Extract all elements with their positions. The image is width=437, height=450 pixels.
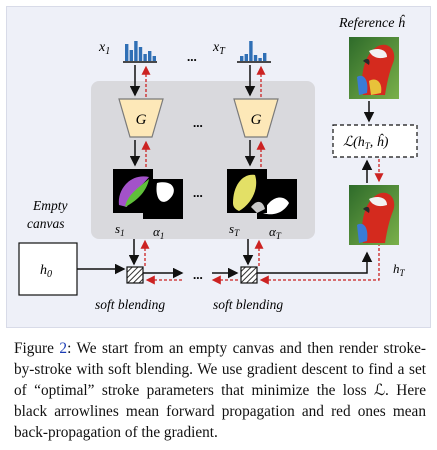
sT-label: sT (229, 221, 240, 238)
reference-image (349, 37, 399, 99)
x1-label: x1 (98, 40, 110, 57)
reference-label: Reference ĥ (338, 14, 406, 31)
soft-blending-1-label: soft blending (95, 297, 165, 312)
empty-canvas-label-line2: canvas (27, 216, 65, 231)
histogram-bar (134, 41, 138, 61)
histogram-bar (244, 54, 248, 61)
ellipsis-strokes: ... (193, 185, 203, 200)
histogram-x1 (125, 41, 156, 61)
output-image (349, 185, 399, 245)
figure-caption: Figure 2: We start from an empty canvas … (14, 338, 426, 443)
generator-1-label: G (136, 112, 147, 128)
histogram-bar (240, 56, 244, 61)
alphaT-label: αT (269, 224, 282, 241)
loss-label: ℒ(hT, ĥ) (343, 133, 389, 151)
figure-panel: x1 ... xT G G ... (6, 6, 431, 328)
histogram-bar (138, 47, 143, 61)
histogram-bar (263, 53, 267, 61)
histogram-bar (143, 54, 147, 61)
s1-label: s1 (115, 221, 125, 238)
histogram-bar (125, 44, 129, 61)
histogram-bar (258, 58, 262, 61)
ellipsis-blending: ... (193, 267, 203, 282)
ellipsis-top: ... (187, 49, 197, 64)
forward-arrow-blendT-to-output (257, 251, 373, 274)
empty-canvas-label-line1: Empty (32, 198, 68, 213)
histogram-bar (129, 50, 133, 61)
generator-1 (118, 98, 164, 138)
pipeline-diagram: x1 ... xT G G ... (18, 14, 418, 312)
h0-label: h0 (40, 263, 52, 280)
caption-text: : We start from an empty canvas and then… (14, 340, 426, 441)
histogram-bar (249, 41, 253, 61)
caption-prefix: Figure (14, 340, 60, 357)
histogram-bar (148, 51, 152, 61)
generator-T-label: G (251, 112, 262, 128)
figure-number-link[interactable]: 2 (59, 340, 68, 357)
stroke-alpha1-mask (113, 169, 153, 213)
histogram-bar (253, 55, 258, 61)
histogram-xT (240, 41, 267, 61)
soft-blending-T-node (240, 266, 258, 284)
hT-label: hT (393, 261, 406, 278)
histogram-bar (152, 56, 156, 61)
soft-blending-T-label: soft blending (213, 297, 283, 312)
ellipsis-generators: ... (193, 115, 203, 130)
alpha1-label: α1 (153, 224, 164, 241)
generator-T (233, 98, 279, 138)
soft-blending-1-node (126, 266, 144, 284)
xT-label: xT (212, 40, 226, 57)
stroke-alphaT-mask (227, 169, 267, 213)
loss-box (332, 124, 418, 158)
backprop-arrow-output-to-blendT (259, 243, 380, 285)
